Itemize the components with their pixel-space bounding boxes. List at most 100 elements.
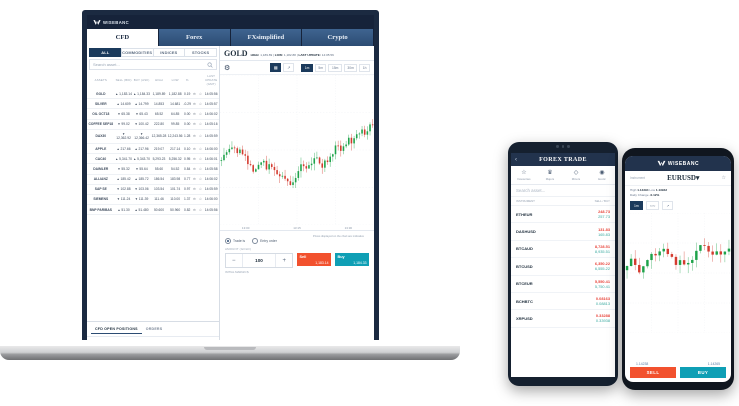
table-row[interactable]: DAX30 ▼ 12,362.92 ▼ 12,366.42 12,365.28 12,2… <box>87 129 219 144</box>
cell-sell[interactable]: ▲ 185.42 <box>114 174 133 185</box>
cell-sell[interactable]: ▼ 99.02 <box>114 119 133 130</box>
list-item[interactable]: BTCUSD 6,350.22 6,555.22 <box>511 258 615 276</box>
cell-buy[interactable]: ▼ 65.43 <box>132 108 151 120</box>
star-icon[interactable]: ☆ <box>197 153 204 165</box>
phone-symbol-selector[interactable]: EURUSD▾ <box>645 174 721 182</box>
tablet-buy-price[interactable]: 6,555.22 <box>594 266 610 272</box>
tablet-buy-price[interactable]: 8,935.51 <box>594 248 610 254</box>
buy-button[interactable]: Buy 1,184.33 <box>335 253 369 266</box>
tablet-sell-price[interactable]: 131.83 <box>598 226 610 232</box>
radio-entry-order[interactable]: Entry order <box>252 238 277 244</box>
phone-timeframe-1m[interactable]: 1m <box>630 201 643 211</box>
table-row[interactable]: GOLD ▲ 1,183.14 ▲ 1,184.33 1,189.89 1,182.88… <box>87 89 219 100</box>
cell-buy[interactable]: ▲ 217.96 <box>132 143 151 155</box>
tablet-sell-price[interactable]: 0.08163 <box>595 296 610 302</box>
table-row[interactable]: DAIMLER ▼ 55.32 ▼ 55.64 55.60 54.52 0.84 ⏲ ☆ 14:… <box>87 163 219 175</box>
alert-icon[interactable]: ⏲ <box>191 194 198 206</box>
tab-forex[interactable]: Forex <box>158 29 231 46</box>
star-icon[interactable]: ☆ <box>197 98 204 110</box>
amount-increment-button[interactable]: + <box>276 254 292 267</box>
timeframe-1m[interactable]: 1m <box>301 63 313 72</box>
star-icon[interactable]: ☆ <box>197 163 204 175</box>
tablet-sell-price[interactable]: 5,550.41 <box>594 278 610 284</box>
cell-buy[interactable]: ▼ 111.39 <box>132 194 151 206</box>
star-icon[interactable]: ☆ <box>197 204 204 216</box>
star-icon[interactable]: ☆ <box>197 184 204 195</box>
tablet-buy-price[interactable]: 0.33938 <box>595 318 610 324</box>
tablet-sell-price[interactable]: 6,350.22 <box>594 261 610 267</box>
alert-icon[interactable]: ⏲ <box>191 174 198 185</box>
list-item[interactable]: ETHEUR 248.73 257.73 <box>511 206 615 224</box>
chevron-left-icon[interactable]: ‹ <box>515 156 517 163</box>
table-row[interactable]: APPLE ▲ 217.66 ▲ 217.96 219.07 217.14 0.10 ⏲ ☆ 1… <box>87 143 219 155</box>
tablet-sell-price[interactable]: 8,728.51 <box>594 243 610 249</box>
tablet-tab-majors[interactable]: ♛ Majors <box>537 166 563 184</box>
subtab-commodities[interactable]: COMMODITIES <box>120 48 153 57</box>
subtab-all[interactable]: ALL <box>89 48 121 57</box>
tablet-tab-favourites[interactable]: ☆ Favourites <box>511 166 537 184</box>
cell-buy[interactable]: ▲ 51.480 <box>132 204 151 216</box>
list-item[interactable]: BTCEUR 5,550.41 5,750.41 <box>511 276 615 293</box>
cell-buy[interactable]: ▲ 185.72 <box>132 174 151 185</box>
alert-icon[interactable]: ⏲ <box>191 89 198 100</box>
asset-search-input[interactable]: Search asset... <box>89 59 217 70</box>
tablet-buy-price[interactable]: 165.83 <box>598 231 610 237</box>
line-chart-icon[interactable]: ↗ <box>662 201 674 211</box>
cell-sell[interactable]: ▼ 102.88 <box>114 184 133 195</box>
alert-icon[interactable]: ⏲ <box>191 98 198 110</box>
cell-sell[interactable]: ▲ 51.30 <box>114 204 133 216</box>
list-item[interactable]: XRPUSD 0.33288 0.33938 <box>511 310 615 328</box>
timeframe-15m[interactable]: 15m <box>328 63 342 72</box>
tab-fxsimplified[interactable]: FXsimplified <box>230 29 303 46</box>
phone-sell-button[interactable]: SELL <box>630 367 676 378</box>
cell-sell[interactable]: ▲ 1,183.14 <box>114 89 133 100</box>
line-icon[interactable]: ↗ <box>283 63 295 72</box>
star-icon[interactable]: ☆ <box>197 174 204 185</box>
alert-icon[interactable]: ⏲ <box>191 119 198 130</box>
tab-cfd-open-positions[interactable]: CFD OPEN POSITIONS <box>91 325 142 334</box>
alert-icon[interactable]: ⏲ <box>191 153 198 165</box>
alert-icon[interactable]: ⏲ <box>191 143 198 155</box>
cell-sell[interactable]: ▼ 111.24 <box>114 194 133 206</box>
cell-sell[interactable]: ▲ 5,341.70 <box>114 153 133 165</box>
timeframe-30m[interactable]: 30m <box>343 63 358 72</box>
star-icon[interactable]: ☆ <box>197 119 204 130</box>
table-row[interactable]: COFFEE SEP18 ▼ 99.02 ▼ 100.42 222.80 99.85 0.… <box>87 119 219 130</box>
phone-buy-button[interactable]: BUY <box>680 367 726 378</box>
cell-sell[interactable]: ▼ 65.38 <box>114 108 133 120</box>
cell-sell[interactable]: ▲ 14.609 <box>114 98 133 110</box>
alert-icon[interactable]: ⏲ <box>191 204 198 216</box>
cell-sell[interactable]: ▼ 55.32 <box>114 163 133 175</box>
tablet-tab-exotic[interactable]: ◉ Exotic <box>589 166 615 184</box>
table-row[interactable]: ALLIANZ ▲ 185.42 ▲ 185.72 186.54 183.98 0.77 ⏲… <box>87 174 219 185</box>
star-icon[interactable]: ☆ <box>721 175 726 181</box>
gear-icon[interactable]: ⚙ <box>224 64 231 72</box>
tab-crypto[interactable]: Crypto <box>302 29 374 46</box>
tablet-buy-price[interactable]: 0.08813 <box>595 301 610 307</box>
amount-decrement-button[interactable]: − <box>226 254 242 267</box>
star-icon[interactable]: ☆ <box>197 108 204 120</box>
subtab-indices[interactable]: INDICES <box>152 48 185 57</box>
amount-value[interactable]: 100 <box>241 254 277 267</box>
tablet-buy-price[interactable]: 257.73 <box>598 214 610 220</box>
subtab-stocks[interactable]: STOCKS <box>184 48 217 57</box>
table-row[interactable]: CAC40 ▲ 5,341.70 ▲ 5,343.70 5,293.23 5,256.3… <box>87 153 219 165</box>
cell-buy[interactable]: ▼ 12,366.42 <box>132 129 151 144</box>
cell-sell[interactable]: ▼ 12,362.92 <box>114 129 133 144</box>
cell-buy[interactable]: ▼ 55.64 <box>132 163 151 175</box>
candlestick-chart[interactable] <box>220 74 374 226</box>
timeframe-1h[interactable]: 1h <box>359 63 370 72</box>
cell-buy[interactable]: ▲ 1,184.33 <box>132 89 151 100</box>
tablet-search-input[interactable]: Search asset... <box>511 185 615 197</box>
alert-icon[interactable]: ⏲ <box>191 108 198 120</box>
tablet-sell-price[interactable]: 0.33288 <box>595 313 610 319</box>
table-row[interactable]: BNP PARIBAS ▲ 51.30 ▲ 51.480 50.600 50.960 0.… <box>87 204 219 216</box>
star-icon[interactable]: ☆ <box>197 89 204 100</box>
alert-icon[interactable]: ⏲ <box>191 163 198 175</box>
alert-icon[interactable]: ⏲ <box>191 184 198 195</box>
list-item[interactable]: DASHUSD 131.83 165.83 <box>511 223 615 241</box>
tab-cfd[interactable]: CFD <box>87 29 159 46</box>
alert-icon[interactable]: ⏲ <box>191 129 198 144</box>
cell-sell[interactable]: ▲ 217.66 <box>114 143 133 155</box>
tablet-sell-price[interactable]: 248.73 <box>598 209 610 215</box>
